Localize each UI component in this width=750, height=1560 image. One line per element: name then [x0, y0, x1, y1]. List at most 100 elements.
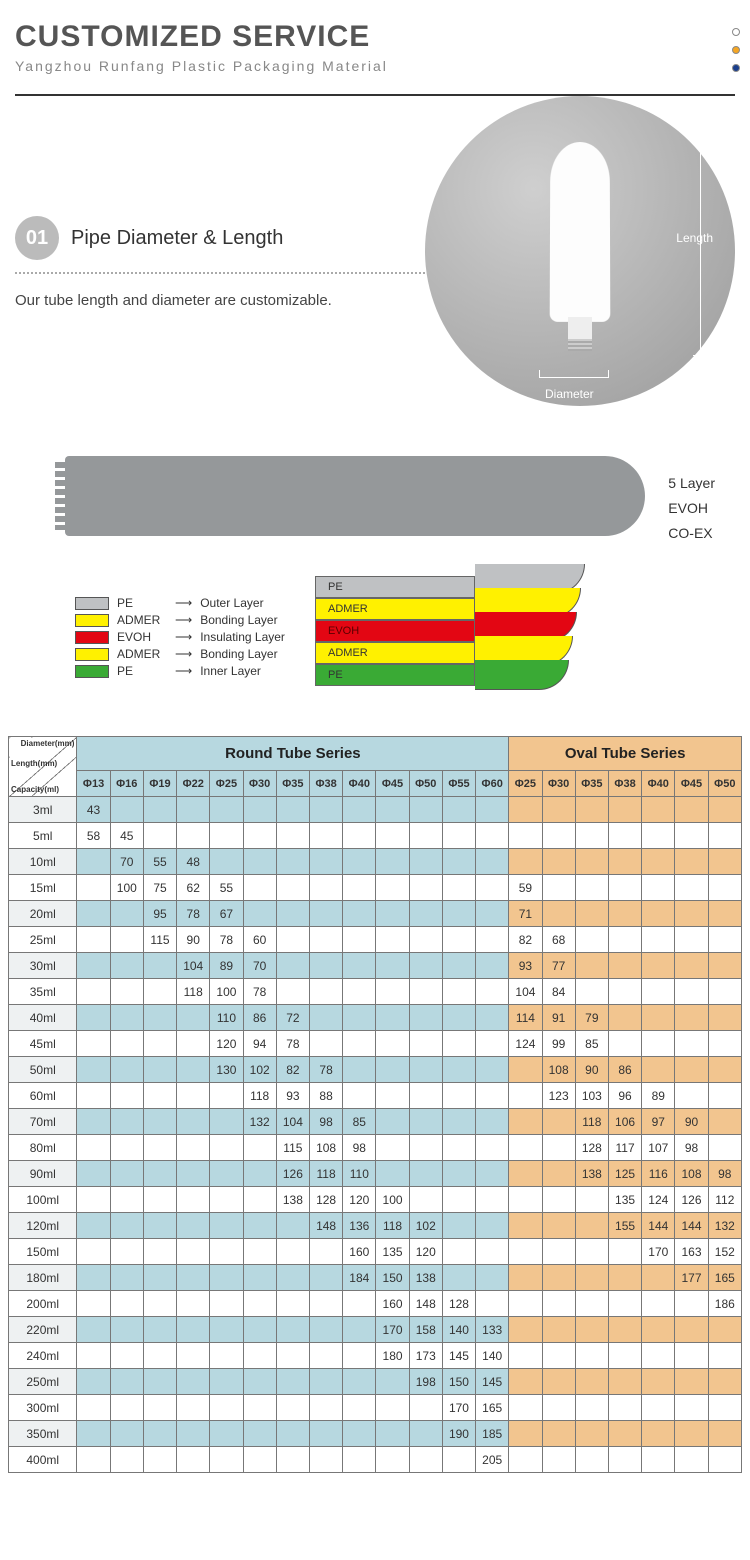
round-cell: 118	[309, 1161, 342, 1187]
tube-spec-table: Diameter(mm) Length(mm) Capacity(ml) Rou…	[8, 736, 742, 1473]
round-cell: 145	[476, 1369, 509, 1395]
table-row: 5ml5845	[9, 823, 742, 849]
capacity-cell: 5ml	[9, 823, 77, 849]
table-corner-header: Diameter(mm) Length(mm) Capacity(ml)	[9, 737, 77, 797]
round-cell	[77, 1369, 110, 1395]
oval-cell	[542, 1343, 575, 1369]
round-cell	[409, 849, 442, 875]
round-cell	[442, 1083, 475, 1109]
round-cell	[343, 849, 376, 875]
round-cell	[376, 875, 409, 901]
round-cell	[243, 1187, 276, 1213]
round-cell	[177, 1369, 210, 1395]
round-cell	[143, 1395, 176, 1421]
diameter-header: Φ45	[675, 771, 708, 797]
oval-cell	[675, 1291, 708, 1317]
round-cell	[143, 1291, 176, 1317]
round-cell	[77, 979, 110, 1005]
table-row: 400ml205	[9, 1447, 742, 1473]
oval-cell	[708, 1083, 741, 1109]
round-cell	[110, 1161, 143, 1187]
round-cell	[77, 927, 110, 953]
round-cell	[77, 953, 110, 979]
round-cell	[476, 979, 509, 1005]
table-row: 25ml1159078608268	[9, 927, 742, 953]
oval-cell: 98	[708, 1161, 741, 1187]
round-cell	[476, 1239, 509, 1265]
oval-cell: 59	[509, 875, 542, 901]
round-cell	[376, 849, 409, 875]
diameter-header: Φ30	[243, 771, 276, 797]
round-cell: 130	[210, 1057, 243, 1083]
round-cell	[210, 1135, 243, 1161]
round-cell: 120	[343, 1187, 376, 1213]
round-cell	[210, 1369, 243, 1395]
legend-name: ADMER	[117, 647, 167, 661]
oval-cell	[675, 1343, 708, 1369]
oval-cell	[608, 849, 641, 875]
oval-cell	[708, 1369, 741, 1395]
round-cell	[343, 1317, 376, 1343]
round-cell	[376, 901, 409, 927]
round-cell	[210, 1083, 243, 1109]
oval-cell: 132	[708, 1213, 741, 1239]
round-cell	[343, 1057, 376, 1083]
round-cell: 100	[376, 1187, 409, 1213]
oval-cell	[542, 1239, 575, 1265]
round-cell: 126	[276, 1161, 309, 1187]
table-row: 180ml184150138177165	[9, 1265, 742, 1291]
round-cell: 173	[409, 1343, 442, 1369]
oval-cell: 138	[575, 1161, 608, 1187]
oval-cell	[509, 1187, 542, 1213]
round-cell	[409, 1135, 442, 1161]
oval-cell	[642, 1317, 675, 1343]
legend-swatch-icon	[75, 631, 109, 644]
oval-cell	[542, 1161, 575, 1187]
oval-cell	[608, 823, 641, 849]
round-cell	[243, 1343, 276, 1369]
round-cell	[343, 979, 376, 1005]
oval-cell	[642, 1395, 675, 1421]
legend-row: PE⟶Outer Layer	[75, 596, 285, 610]
oval-cell	[542, 1421, 575, 1447]
round-cell	[110, 953, 143, 979]
round-cell: 115	[143, 927, 176, 953]
round-cell	[243, 797, 276, 823]
diameter-header: Φ30	[542, 771, 575, 797]
oval-cell: 124	[509, 1031, 542, 1057]
round-cell	[476, 1213, 509, 1239]
legend-swatch-icon	[75, 597, 109, 610]
round-cell	[476, 901, 509, 927]
round-cell	[442, 1135, 475, 1161]
round-cell	[442, 927, 475, 953]
diameter-header: Φ35	[575, 771, 608, 797]
round-cell	[409, 1421, 442, 1447]
oval-cell	[575, 875, 608, 901]
round-cell: 185	[476, 1421, 509, 1447]
round-cell	[210, 849, 243, 875]
oval-cell	[509, 1083, 542, 1109]
round-cell	[210, 1291, 243, 1317]
round-cell	[110, 1057, 143, 1083]
oval-cell: 126	[675, 1187, 708, 1213]
round-cell	[442, 1239, 475, 1265]
round-cell	[143, 979, 176, 1005]
round-cell	[343, 1083, 376, 1109]
oval-cell: 104	[509, 979, 542, 1005]
round-cell	[177, 1057, 210, 1083]
round-cell	[177, 1161, 210, 1187]
round-cell: 140	[442, 1317, 475, 1343]
round-cell	[110, 1395, 143, 1421]
legend-row: ADMER⟶Bonding Layer	[75, 613, 285, 627]
round-cell	[309, 875, 342, 901]
round-cell	[276, 1343, 309, 1369]
capacity-cell: 15ml	[9, 875, 77, 901]
round-cell	[143, 1317, 176, 1343]
round-cell	[143, 823, 176, 849]
round-cell	[177, 823, 210, 849]
round-cell	[442, 1213, 475, 1239]
round-cell	[309, 1291, 342, 1317]
arrow-icon: ⟶	[175, 647, 192, 661]
oval-cell: 98	[675, 1135, 708, 1161]
round-cell	[110, 979, 143, 1005]
